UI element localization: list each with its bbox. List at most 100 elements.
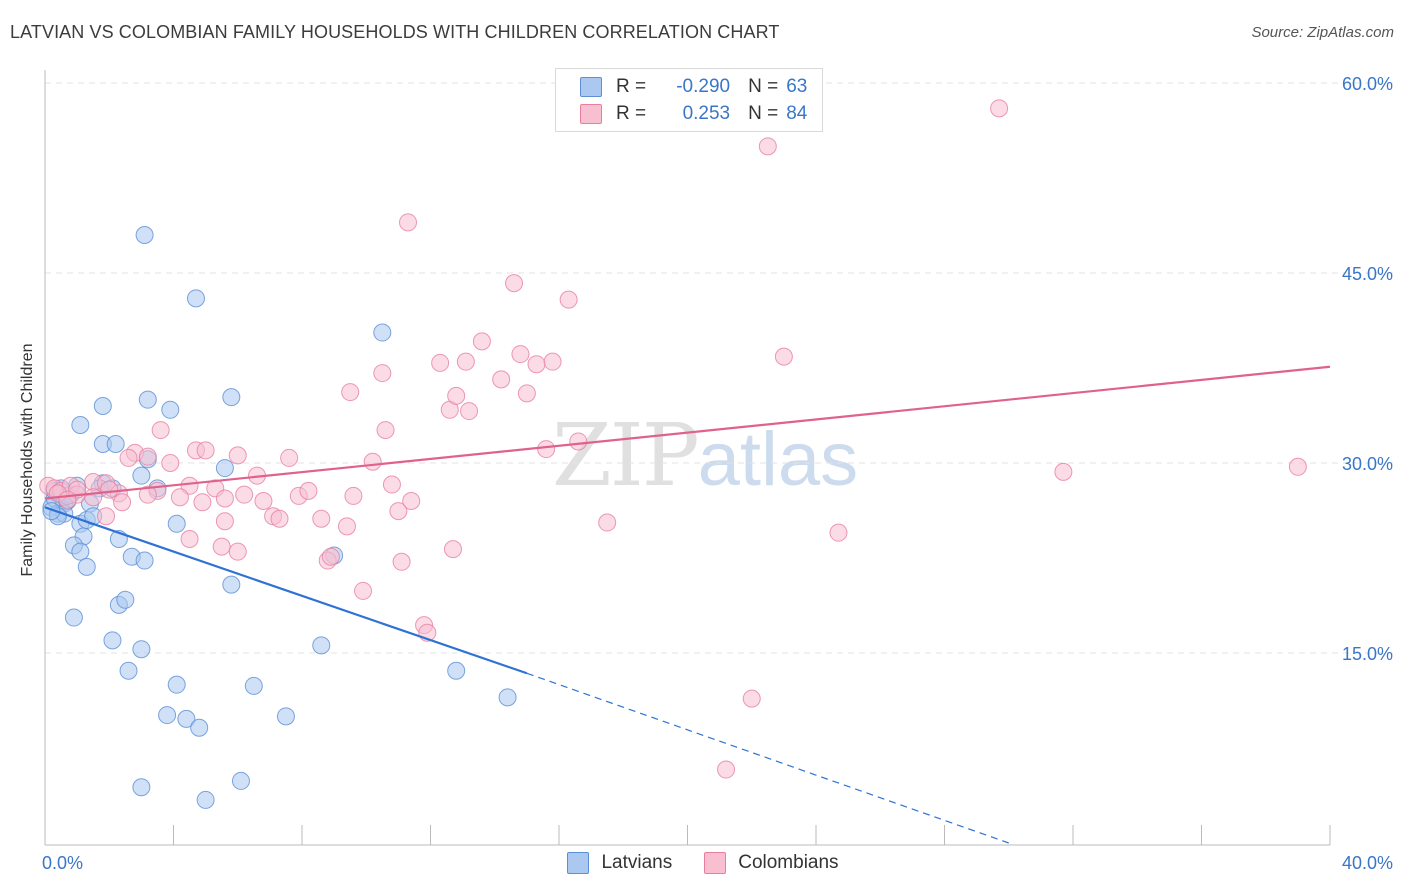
legend-r-label: R = bbox=[616, 76, 647, 97]
colombian-point bbox=[193, 493, 212, 512]
chart-title: LATVIAN VS COLOMBIAN FAMILY HOUSEHOLDS W… bbox=[10, 22, 780, 42]
colombian-point bbox=[228, 446, 247, 465]
latvian-swatch bbox=[580, 77, 602, 97]
colombian-point bbox=[1288, 457, 1307, 476]
latvian-point bbox=[132, 778, 151, 797]
latvian-point bbox=[312, 636, 331, 655]
colombian-point bbox=[559, 290, 578, 309]
latvian-point bbox=[167, 514, 186, 533]
colombian-point bbox=[84, 488, 103, 507]
colombian-point bbox=[170, 488, 189, 507]
colombian-point bbox=[97, 507, 116, 526]
latvian-point bbox=[222, 575, 241, 594]
latvian-point bbox=[158, 706, 177, 725]
colombian-point bbox=[299, 481, 318, 500]
colombian-point bbox=[58, 490, 77, 509]
y-tick-label: 45.0% bbox=[1342, 264, 1393, 284]
colombian-point bbox=[363, 452, 382, 471]
colombian-point bbox=[774, 347, 793, 366]
colombian-point bbox=[492, 370, 511, 389]
colombian-point bbox=[215, 489, 234, 508]
colombian-point bbox=[113, 493, 132, 512]
latvian-point bbox=[244, 676, 263, 695]
colombian-point bbox=[180, 530, 199, 548]
latvian-point bbox=[167, 675, 186, 694]
colombian-point bbox=[543, 352, 562, 371]
latvian-point bbox=[106, 435, 125, 453]
latvian-trendline bbox=[44, 506, 528, 675]
colombian-point bbox=[196, 441, 215, 460]
latvian-point bbox=[138, 390, 157, 409]
latvian-point bbox=[276, 707, 295, 726]
legend-label-latvians: Latvians bbox=[601, 852, 673, 873]
colombian-point bbox=[443, 540, 462, 559]
colombian-point bbox=[212, 537, 231, 556]
y-tick-label: 30.0% bbox=[1342, 454, 1393, 474]
legend-n-label: N = bbox=[748, 103, 779, 124]
colombian-point bbox=[341, 383, 360, 402]
latvian-point bbox=[116, 590, 135, 609]
colombian-point bbox=[100, 480, 119, 499]
colombian-point bbox=[990, 99, 1009, 118]
latvian-point bbox=[132, 466, 151, 485]
colombian-point bbox=[511, 345, 530, 364]
colombian-swatch bbox=[580, 104, 602, 124]
legend-label-colombians: Colombians bbox=[738, 852, 839, 873]
colombian-point bbox=[569, 432, 588, 451]
latvian-point bbox=[64, 608, 83, 627]
colombian-point bbox=[456, 352, 475, 371]
correlation-legend: R = -0.290 N = 63 R = 0.253 N = 84 bbox=[555, 68, 823, 132]
colombian-point bbox=[399, 213, 418, 232]
colombian-point bbox=[344, 486, 363, 505]
latvian-point bbox=[373, 323, 392, 342]
colombian-point bbox=[161, 454, 180, 472]
colombian-point bbox=[1054, 462, 1073, 481]
latvian-point bbox=[196, 790, 215, 809]
colombian-point bbox=[829, 523, 848, 542]
colombian-point bbox=[254, 492, 273, 510]
colombian-point bbox=[742, 689, 761, 708]
latvian-point bbox=[71, 416, 90, 434]
latvian-point bbox=[93, 397, 112, 415]
colombian-point bbox=[337, 517, 356, 536]
colombian-point bbox=[472, 332, 491, 351]
colombian-point bbox=[235, 485, 254, 504]
colombian-point bbox=[270, 509, 289, 528]
legend-row-latvians: R = -0.290 N = 63 bbox=[580, 74, 807, 100]
latvian-point bbox=[190, 718, 209, 737]
latvian-point bbox=[135, 226, 154, 244]
colombian-point bbox=[717, 760, 736, 779]
latvian-point bbox=[119, 661, 138, 680]
colombian-point bbox=[354, 581, 373, 600]
x-tick-label: 40.0% bbox=[1342, 853, 1393, 873]
colombian-swatch bbox=[704, 852, 727, 874]
legend-r-label: R = bbox=[616, 103, 647, 124]
watermark: ZIPatlas bbox=[552, 406, 858, 506]
colombian-point bbox=[373, 364, 392, 383]
colombian-point bbox=[321, 547, 340, 566]
latvian-point bbox=[103, 631, 122, 650]
legend-n-label: N = bbox=[748, 76, 779, 97]
source-label: Source: ZipAtlas.com bbox=[1251, 24, 1394, 41]
colombian-point bbox=[382, 475, 401, 494]
colombian-point bbox=[447, 386, 466, 405]
latvian-point bbox=[135, 551, 154, 570]
colombian-point bbox=[392, 552, 411, 571]
colombian-point bbox=[228, 542, 247, 561]
legend-r-value: 0.253 bbox=[682, 103, 731, 124]
latvian-point bbox=[132, 640, 151, 659]
watermark-atlas: atlas bbox=[697, 417, 859, 502]
latvian-point bbox=[42, 502, 61, 521]
latvian-point bbox=[77, 557, 96, 576]
colombian-point bbox=[119, 448, 138, 467]
legend-item-colombians: Colombians bbox=[704, 852, 839, 874]
colombian-point bbox=[215, 512, 234, 531]
legend-row-colombians: R = 0.253 N = 84 bbox=[580, 101, 807, 127]
colombian-point bbox=[389, 502, 408, 521]
colombian-point bbox=[505, 274, 524, 293]
latvian-point bbox=[222, 388, 241, 407]
colombian-point bbox=[312, 509, 331, 528]
colombian-point bbox=[402, 492, 421, 510]
colombian-point bbox=[598, 513, 617, 532]
